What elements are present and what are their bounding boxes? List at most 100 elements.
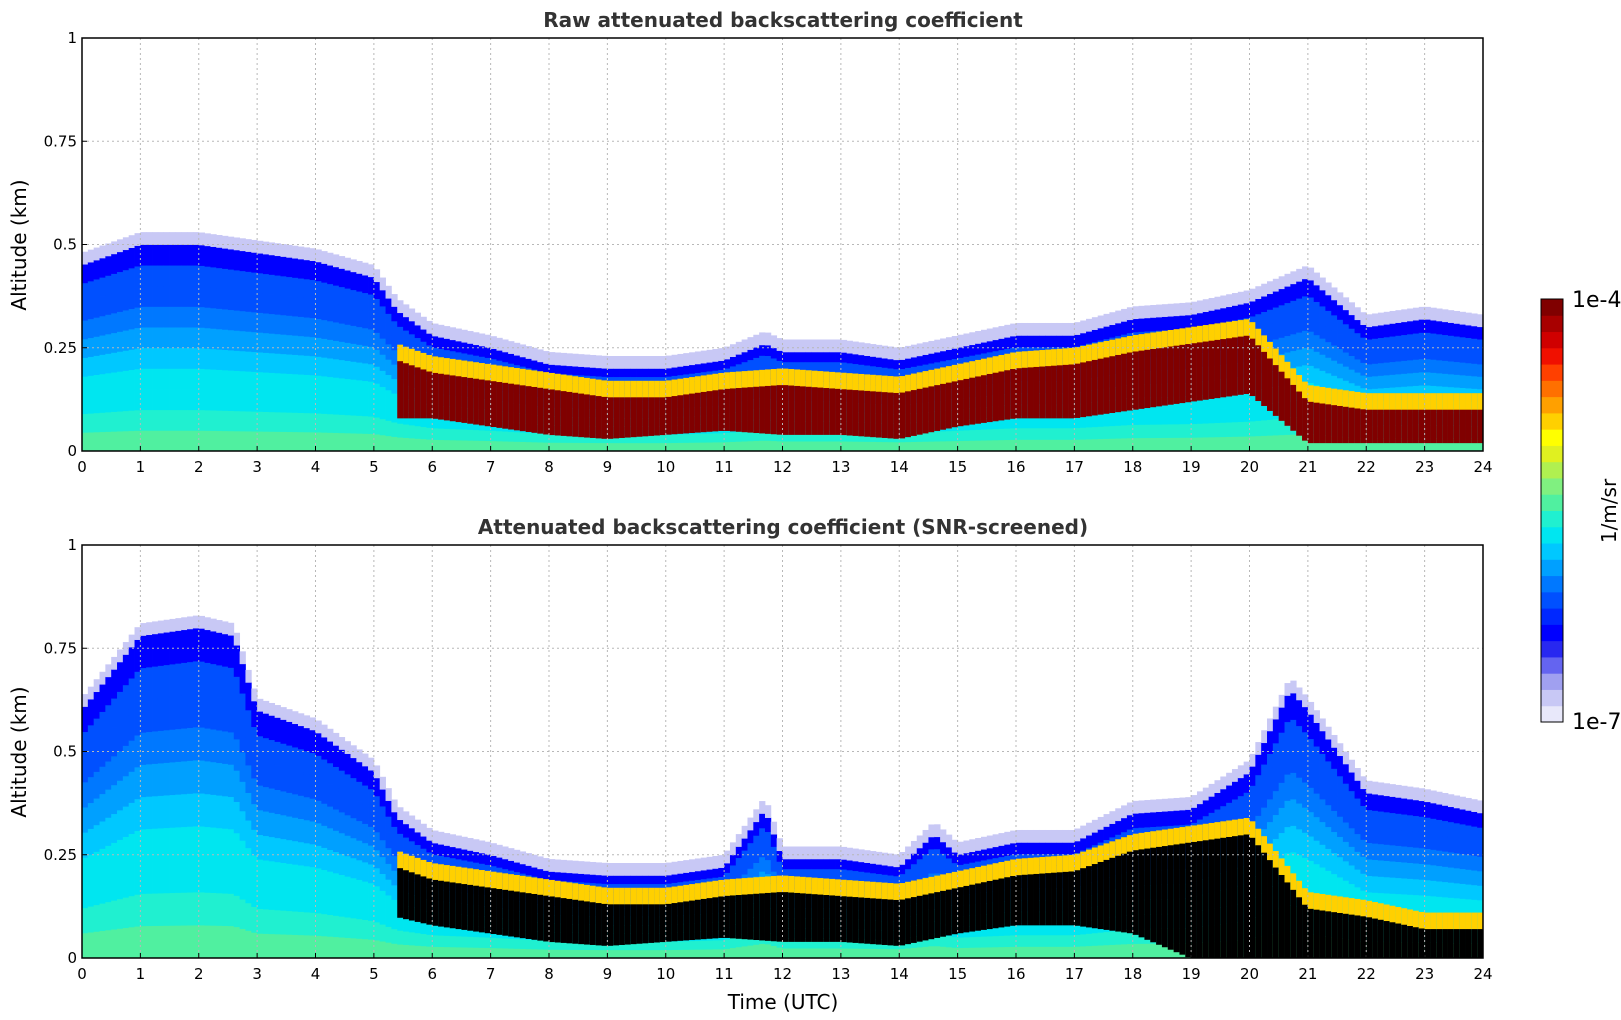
heatmap-cell xyxy=(280,412,287,432)
heatmap-cell xyxy=(1097,426,1104,440)
heatmap-cell xyxy=(794,938,801,949)
heatmap-cell xyxy=(665,887,672,905)
heatmap-cell xyxy=(980,440,988,452)
heatmap-cell xyxy=(1360,375,1367,389)
heatmap-cell xyxy=(315,777,322,801)
heatmap-cell xyxy=(572,949,579,959)
heatmap-cell xyxy=(677,941,684,950)
heatmap-cell xyxy=(584,354,591,368)
heatmap-cell xyxy=(239,410,246,432)
heatmap-cell xyxy=(712,442,719,452)
heatmap-cell xyxy=(572,899,579,944)
heatmap-cell xyxy=(438,337,445,349)
heatmap-cell xyxy=(362,433,369,452)
heatmap-cell xyxy=(642,875,649,885)
heatmap-cell xyxy=(93,691,100,719)
heatmap-cell xyxy=(397,868,404,918)
heatmap-cell xyxy=(700,433,708,443)
heatmap-cell xyxy=(449,327,456,341)
heatmap-cell xyxy=(169,409,176,431)
heatmap-cell xyxy=(1395,393,1402,411)
heatmap-cell xyxy=(694,376,702,394)
heatmap-cell xyxy=(262,835,270,861)
heatmap-cell xyxy=(817,846,824,860)
heatmap-cell xyxy=(303,278,311,299)
heatmap-cell xyxy=(93,878,100,906)
heatmap-cell xyxy=(817,431,824,442)
heatmap-cell xyxy=(473,332,480,346)
heatmap-cell xyxy=(438,373,445,420)
heatmap-cell xyxy=(373,400,381,418)
heatmap-cell xyxy=(385,847,392,864)
heatmap-cell xyxy=(671,886,678,904)
heatmap-cell xyxy=(1412,437,1420,452)
heatmap-cell xyxy=(1424,371,1431,386)
heatmap-cell xyxy=(280,314,287,335)
heatmap-cell xyxy=(975,331,982,344)
heatmap-cell xyxy=(747,868,754,882)
heatmap-cell xyxy=(1383,324,1390,338)
heatmap-cell xyxy=(87,802,95,829)
heatmap-cell xyxy=(1325,326,1332,343)
heatmap-cell xyxy=(99,671,106,685)
heatmap-cell xyxy=(140,306,147,328)
heatmap-cell xyxy=(835,858,842,870)
heatmap-cell xyxy=(356,273,363,292)
heatmap-cell xyxy=(1453,310,1461,324)
heatmap-cell xyxy=(99,296,106,317)
heatmap-cell xyxy=(1220,422,1227,438)
heatmap-cell xyxy=(969,839,976,853)
heatmap-cell xyxy=(975,925,982,937)
heatmap-cell xyxy=(554,949,562,959)
heatmap-cell xyxy=(729,937,737,949)
heatmap-cell xyxy=(677,873,684,883)
heatmap-cell xyxy=(729,854,737,866)
heatmap-cell xyxy=(362,380,369,399)
heatmap-cell xyxy=(257,272,264,294)
heatmap-cell xyxy=(175,826,182,861)
heatmap-cell xyxy=(659,863,667,876)
heatmap-cell xyxy=(1296,315,1303,333)
heatmap-cell xyxy=(1004,337,1011,349)
heatmap-cell xyxy=(478,440,486,452)
heatmap-cell xyxy=(432,854,439,867)
heatmap-cell xyxy=(718,879,725,897)
heatmap-cell xyxy=(1115,425,1122,439)
heatmap-cell xyxy=(128,247,135,269)
heatmap-cell xyxy=(99,875,106,904)
heatmap-cell xyxy=(852,353,859,365)
heatmap-cell xyxy=(192,892,200,926)
heatmap-cell xyxy=(864,862,871,873)
heatmap-cell xyxy=(181,925,188,959)
heatmap-cell xyxy=(286,887,293,912)
heatmap-cell xyxy=(764,817,772,833)
heatmap-cell xyxy=(146,265,153,287)
heatmap-cell xyxy=(175,728,182,762)
heatmap-cell xyxy=(1179,344,1186,404)
heatmap-cell xyxy=(117,351,124,372)
heatmap-cell xyxy=(881,375,888,393)
heatmap-cell xyxy=(910,874,918,886)
heatmap-cell xyxy=(187,306,194,328)
heatmap-cell xyxy=(508,948,515,959)
heatmap-cell xyxy=(198,760,205,794)
heatmap-cell xyxy=(344,774,351,795)
heatmap-cell xyxy=(1465,325,1472,339)
heatmap-cell xyxy=(1121,337,1128,355)
heatmap-cell xyxy=(420,945,427,959)
heatmap-cell xyxy=(152,666,159,700)
heatmap-cell xyxy=(683,860,690,873)
heatmap-cell xyxy=(87,776,95,804)
heatmap-cell xyxy=(916,847,923,860)
heatmap-cell xyxy=(537,387,544,434)
heatmap-cell xyxy=(864,374,871,392)
heatmap-cell xyxy=(724,441,731,452)
heatmap-cell xyxy=(823,948,830,959)
heatmap-cell xyxy=(560,859,567,873)
heatmap-cell xyxy=(1138,350,1145,409)
heatmap-cell xyxy=(408,855,416,873)
heatmap-cell xyxy=(455,847,462,860)
heatmap-cell xyxy=(391,436,398,452)
heatmap-cell xyxy=(1290,283,1297,301)
heatmap-cell xyxy=(893,441,900,452)
